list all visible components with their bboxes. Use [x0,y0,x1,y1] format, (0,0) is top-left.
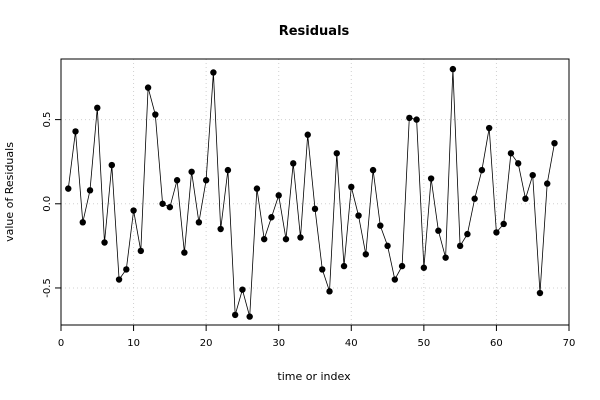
data-point [130,207,137,214]
data-point [456,242,464,250]
data-point [449,65,457,73]
data-point [188,168,195,175]
data-point [94,104,101,112]
data-point [384,242,391,250]
data-point [173,177,181,184]
data-point [115,276,123,283]
data-point [406,114,413,122]
x-tick-label: 30 [272,338,285,349]
data-point [86,187,94,194]
data-point [297,234,304,241]
data-point [159,200,166,207]
x-tick-label: 60 [490,338,503,349]
data-point [529,171,536,179]
data-point [544,180,551,187]
data-point [369,166,377,174]
data-point [478,166,486,174]
data-point [231,311,239,319]
data-point [152,111,159,118]
x-tick-label: 10 [127,338,140,349]
data-point [427,175,435,182]
data-point [435,227,442,234]
data-point [144,84,152,91]
data-point [420,264,428,271]
x-tick-label: 70 [563,338,576,349]
data-point [101,239,108,246]
data-point [202,177,210,184]
data-point [210,69,217,76]
data-point [290,160,297,167]
data-point [493,229,500,236]
data-point [275,192,282,199]
data-point [123,266,130,273]
data-point [268,214,275,221]
data-point [195,219,203,226]
data-point [471,195,478,202]
data-point [217,225,224,233]
x-tick-label: 20 [200,338,213,349]
y-tick-label: 0.5 [42,112,53,128]
data-point [224,166,232,174]
data-point [536,289,544,297]
x-tick-label: 0 [58,338,64,349]
data-point [282,235,290,243]
data-point [72,128,79,135]
data-point [79,219,86,226]
data-point [355,212,362,219]
data-point [551,139,558,147]
data-point [239,286,246,293]
data-point [377,222,384,229]
data-point [500,220,507,228]
data-point [65,185,72,192]
data-point [340,262,348,270]
data-point [246,313,253,320]
data-point [507,150,515,157]
series-residuals [65,65,558,320]
data-point [137,247,145,255]
data-point [522,195,529,202]
x-tick-label: 50 [417,338,430,349]
x-axis-label: time or index [277,370,351,383]
data-point [442,254,449,261]
data-point [362,251,369,258]
data-point [485,124,493,132]
data-point [413,116,420,123]
axes: 0 10 20 30 40 50 60 70 -0.5 0.0 0.5 [42,112,575,349]
data-point [253,185,261,192]
y-tick-label: 0.0 [42,196,53,212]
residuals-line [67,69,555,317]
x-tick-label: 40 [345,338,358,349]
data-point [464,230,471,238]
y-axis-label: value of Residuals [3,142,16,242]
data-point [304,131,311,138]
data-point [311,205,319,213]
data-point [348,183,355,191]
data-point [108,161,116,169]
data-point [398,262,406,270]
data-point [181,249,188,256]
plot-area-frame [60,58,570,326]
data-point [261,235,268,243]
chart-title: Residuals [279,24,350,39]
data-point [326,288,333,295]
data-point [166,203,174,211]
data-point [391,276,399,283]
grid [60,59,570,325]
data-point [319,266,326,273]
data-point [333,150,340,157]
data-point [515,160,522,167]
y-tick-label: -0.5 [42,278,53,298]
